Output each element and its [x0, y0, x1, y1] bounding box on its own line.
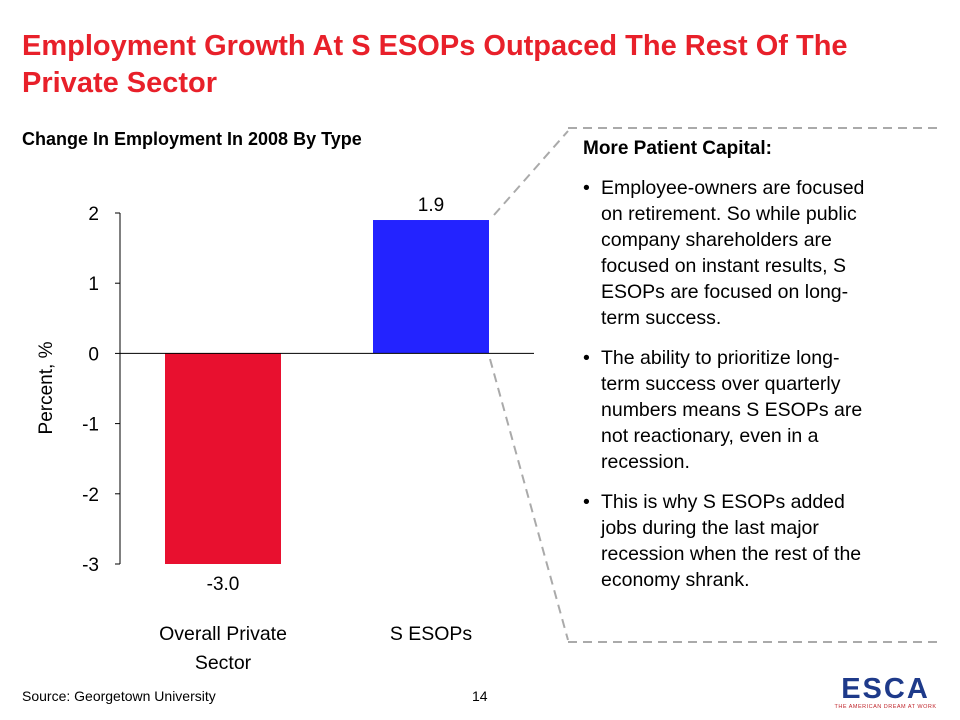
bullet-line: This is why S ESOPs added: [601, 491, 845, 513]
page-number: 14: [472, 688, 488, 704]
bullet-item: • This is why S ESOPs added jobs during th…: [583, 489, 933, 593]
bullet-line: recession when the rest of the: [601, 543, 862, 565]
bullet-marker: •: [583, 347, 590, 369]
source-note: Source: Georgetown University: [22, 688, 216, 704]
category-label: Overall Private: [159, 623, 287, 645]
y-tick-label: -3: [82, 555, 99, 576]
bar: [373, 220, 489, 354]
chart-title: Change In Employment In 2008 By Type: [22, 129, 362, 149]
y-tick-label: 0: [88, 344, 99, 365]
bullet-line: The ability to prioritize long-: [601, 347, 840, 369]
logo-wordmark: ESCA: [841, 673, 930, 705]
bullet-line: economy shrank.: [601, 569, 750, 591]
y-tick-label: 2: [88, 204, 99, 225]
panel-heading: More Patient Capital:: [583, 138, 772, 159]
bullet-line: on retirement. So while public: [601, 203, 857, 225]
y-tick-label: -2: [82, 485, 99, 506]
category-label: S ESOPs: [390, 623, 473, 645]
bullet-line: recession.: [601, 451, 690, 473]
bullet-line: jobs during the last major: [601, 517, 819, 539]
data-label: -3.0: [207, 574, 240, 595]
category-label: Sector: [195, 652, 252, 674]
bullet-line: not reactionary, even in a: [601, 425, 819, 447]
bullet-item: • Employee-owners are focused on retiremen…: [583, 175, 933, 331]
esca-logo: ESCA THE AMERICAN DREAM AT WORK: [828, 674, 943, 714]
bar: [165, 353, 281, 564]
callout-connector-top: [493, 130, 569, 216]
bullet-line: focused on instant results, S: [601, 255, 846, 277]
bullet-line: Employee-owners are focused: [601, 177, 865, 199]
slide-title: Employment Growth At S ESOPs Outpaced Th…: [22, 30, 848, 99]
bullet-list: • Employee-owners are focused on retiremen…: [583, 175, 933, 607]
bullet-line: ESOPs are focused on long-: [601, 281, 849, 303]
bullet-line: term success over quarterly: [601, 373, 841, 395]
bullet-item: • The ability to prioritize long-term suc…: [583, 345, 933, 475]
logo-tagline: THE AMERICAN DREAM AT WORK: [834, 704, 937, 710]
callout-connector-bottom: [489, 358, 569, 641]
data-label: 1.9: [418, 195, 444, 216]
y-tick-label: 1: [88, 274, 99, 295]
bullet-marker: •: [583, 177, 590, 199]
y-tick-label: -1: [82, 415, 99, 436]
bullet-marker: •: [583, 491, 590, 513]
y-axis-label: Percent, %: [36, 341, 57, 434]
bullet-line: numbers means S ESOPs are: [601, 399, 863, 421]
bullet-line: term success.: [601, 307, 722, 329]
bullet-line: company shareholders are: [601, 229, 832, 251]
